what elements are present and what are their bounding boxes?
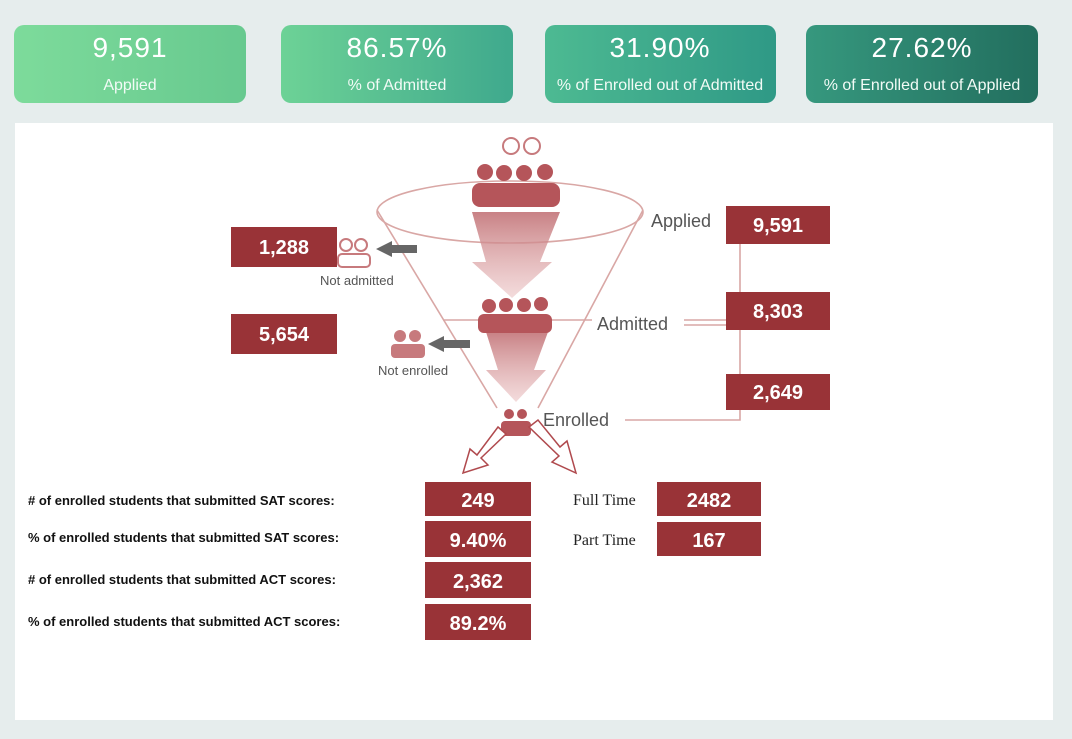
stat-value: 89.2% [450, 613, 507, 635]
dropoff-label: Not enrolled [378, 363, 448, 378]
stat-value: 9.40% [450, 530, 507, 552]
stage-label: Admitted [597, 314, 668, 334]
attendance-label: Part Time [573, 532, 636, 549]
stat-value: 249 [461, 490, 494, 512]
dropoff-value: 1,288 [259, 237, 309, 259]
stat-label: # of enrolled students that submitted AC… [28, 572, 336, 587]
kpi-label: % of Enrolled out of Applied [824, 77, 1021, 94]
kpi-label: % of Enrolled out of Admitted [557, 77, 763, 94]
kpi-value: 86.57% [347, 32, 448, 63]
kpi-label: Applied [103, 77, 156, 94]
stat-label: % of enrolled students that submitted AC… [28, 614, 340, 629]
attendance-value: 167 [692, 530, 725, 552]
attendance-label: Full Time [573, 492, 636, 509]
stage-value: 9,591 [753, 215, 803, 237]
kpi-value: 27.62% [872, 32, 973, 63]
kpi-card: 86.57% % of Admitted [281, 25, 513, 103]
stage-value: 2,649 [753, 382, 803, 404]
dropoff-value: 5,654 [259, 324, 310, 346]
stat-value: 2,362 [453, 571, 503, 593]
stat-label: # of enrolled students that submitted SA… [28, 493, 335, 508]
kpi-card: 27.62% % of Enrolled out of Applied [806, 25, 1038, 103]
kpi-card: 9,591 Applied [14, 25, 246, 103]
stat-label: % of enrolled students that submitted SA… [28, 530, 339, 545]
kpi-value: 9,591 [92, 32, 167, 63]
stage-value: 8,303 [753, 301, 803, 323]
stage-label: Applied [651, 211, 711, 231]
attendance-value: 2482 [687, 490, 732, 512]
kpi-card: 31.90% % of Enrolled out of Admitted [545, 25, 776, 103]
dashboard: 9,591 Applied 86.57% % of Admitted 31.90… [0, 0, 1072, 739]
kpi-value: 31.90% [610, 32, 711, 63]
dropoff-label: Not admitted [320, 273, 394, 288]
kpi-label: % of Admitted [348, 77, 447, 94]
stage-label: Enrolled [543, 410, 609, 430]
